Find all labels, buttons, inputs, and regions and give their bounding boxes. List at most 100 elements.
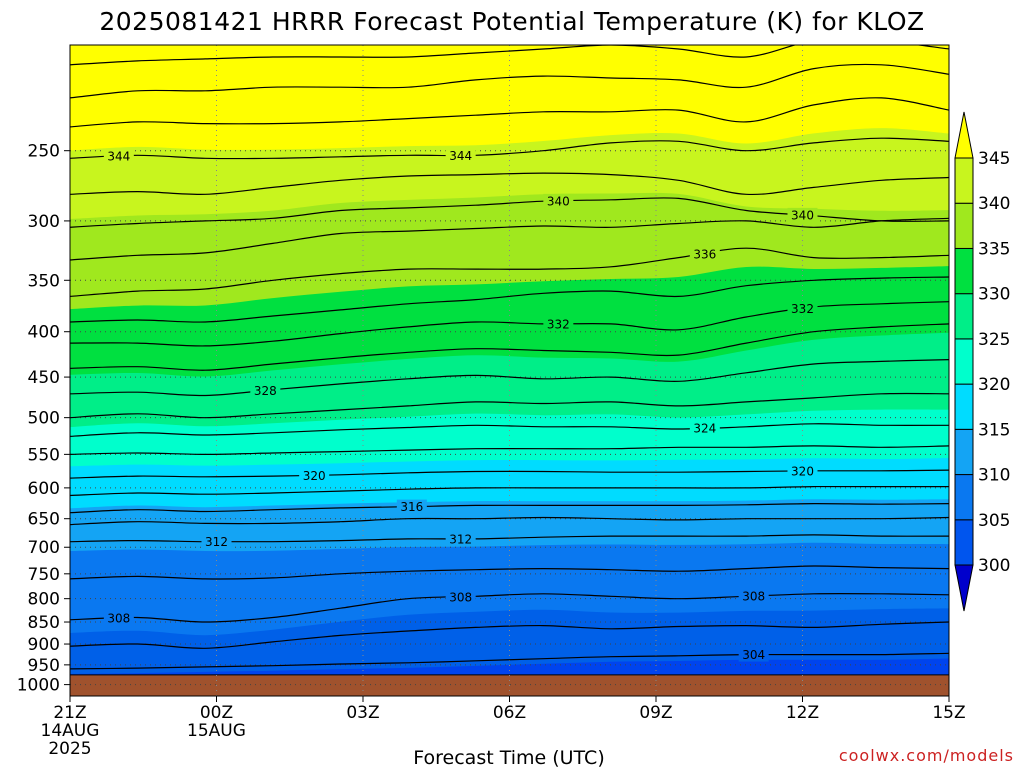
colorbar-label: 310	[978, 466, 1010, 486]
colorbar-label: 300	[978, 556, 1010, 576]
colorbar: 300 305 310 315 320 325 330 335 340 345	[954, 111, 1010, 612]
y-tick-label: 950	[28, 656, 60, 676]
colorbar-label: 305	[978, 511, 1010, 531]
contour-label-312: 312	[205, 535, 228, 549]
contour-label-332: 332	[547, 317, 570, 331]
contour-336	[70, 247, 949, 297]
contour-label-bg	[543, 316, 574, 331]
contour-label-bg	[396, 499, 427, 514]
y-tick-label: 450	[28, 368, 60, 388]
contour-334	[70, 276, 949, 323]
colorbar-segment	[954, 293, 974, 340]
contour-344	[70, 137, 949, 160]
y-tick-label: 600	[28, 479, 60, 499]
contour-label-344: 344	[107, 150, 130, 164]
y-tick-label: 850	[28, 613, 60, 633]
contour-308	[70, 593, 949, 623]
contour-label-bg	[689, 246, 720, 261]
contour-label-bg	[445, 531, 476, 546]
x-tick-label: 2025	[48, 739, 91, 759]
chart-title: 2025081421 HRRR Forecast Potential Tempe…	[99, 7, 924, 36]
x-tick-label: 00Z	[200, 703, 233, 723]
x-tick-label: 15Z	[932, 703, 965, 723]
y-tick-label: 650	[28, 510, 60, 530]
y-tick-label: 500	[28, 409, 60, 429]
y-tick-label: 900	[28, 635, 60, 655]
contour-326	[70, 392, 949, 419]
contour-label-bg	[543, 193, 574, 208]
contour-label-308: 308	[742, 589, 765, 603]
colorbar-label: 325	[978, 330, 1010, 350]
contour-label-bg	[689, 421, 720, 436]
contour-label-bg	[299, 468, 330, 483]
contour-310	[70, 565, 949, 580]
x-tick-label: 12Z	[786, 703, 819, 723]
y-tick-label: 1000	[17, 676, 60, 696]
contour-306	[70, 621, 949, 649]
contour-346	[70, 97, 949, 128]
contour-338	[70, 217, 949, 261]
x-tick-label: 21Z	[53, 703, 86, 723]
y-tick-label: 700	[28, 538, 60, 558]
contour-348	[70, 63, 949, 99]
contour-label-316: 316	[400, 500, 423, 514]
contour-labels: 344 344 340 340 336 332 332 328 324 320 320 316 312 3…	[103, 148, 818, 662]
y-tick-label: 250	[28, 142, 60, 162]
contour-330	[70, 323, 949, 371]
contour-label-bg	[201, 534, 232, 549]
contour-350	[70, 45, 949, 66]
x-tick-label: 14AUG	[41, 721, 100, 741]
contour-label-308: 308	[449, 590, 472, 604]
contour-label-312: 312	[449, 532, 472, 546]
contour-label-340: 340	[547, 194, 570, 208]
theta-contours	[70, 45, 949, 670]
colorbar-label: 320	[978, 375, 1010, 395]
contour-324	[70, 423, 949, 437]
contour-304	[70, 652, 949, 670]
colorbar-segment	[954, 247, 974, 295]
y-tick-label: 400	[28, 323, 60, 343]
x-tick-label: 06Z	[493, 703, 526, 723]
colorbar-segment	[954, 202, 974, 249]
contour-label-332: 332	[791, 302, 814, 316]
colorbar-segment	[954, 428, 974, 476]
colorbar-segment	[954, 383, 974, 430]
fill-band	[70, 45, 949, 151]
y-axis-ticks: 2503003504004505005506006507007508008509…	[17, 142, 70, 696]
colorbar-segment	[954, 474, 974, 521]
y-tick-label: 350	[28, 271, 60, 291]
contour-label-bg	[445, 589, 476, 604]
credit-link[interactable]: coolwx.com/models	[839, 746, 1014, 765]
contour-label-bg	[103, 611, 134, 626]
contour-label-304: 304	[742, 648, 765, 662]
contour-label-bg	[787, 463, 818, 478]
colorbar-label: 345	[978, 149, 1010, 169]
contour-label-bg	[103, 149, 134, 164]
y-tick-label: 800	[28, 590, 60, 610]
contour-label-324: 324	[693, 422, 716, 436]
contour-318	[70, 485, 949, 497]
x-axis-label: Forecast Time (UTC)	[413, 747, 604, 768]
colorbar-segment	[954, 338, 974, 385]
y-tick-label: 550	[28, 445, 60, 465]
contour-label-328: 328	[254, 384, 277, 398]
contour-label-bg	[250, 383, 281, 398]
theta-fill-bands	[70, 45, 949, 696]
contour-label-340: 340	[791, 208, 814, 222]
colorbar-under-arrow	[954, 564, 974, 612]
y-tick-label: 750	[28, 565, 60, 585]
contour-label-308: 308	[107, 612, 130, 626]
x-tick-label: 03Z	[346, 703, 379, 723]
contour-label-bg	[445, 148, 476, 163]
colorbar-segment	[954, 157, 974, 204]
contour-316	[70, 502, 949, 514]
colorbar-label: 315	[978, 420, 1010, 440]
contour-328	[70, 359, 949, 397]
colorbar-label: 340	[978, 194, 1010, 214]
contour-label-320: 320	[303, 469, 326, 483]
contour-label-bg	[787, 301, 818, 316]
contour-label-bg	[787, 207, 818, 222]
colorbar-over-arrow	[954, 111, 974, 159]
colorbar-label: 335	[978, 239, 1010, 259]
